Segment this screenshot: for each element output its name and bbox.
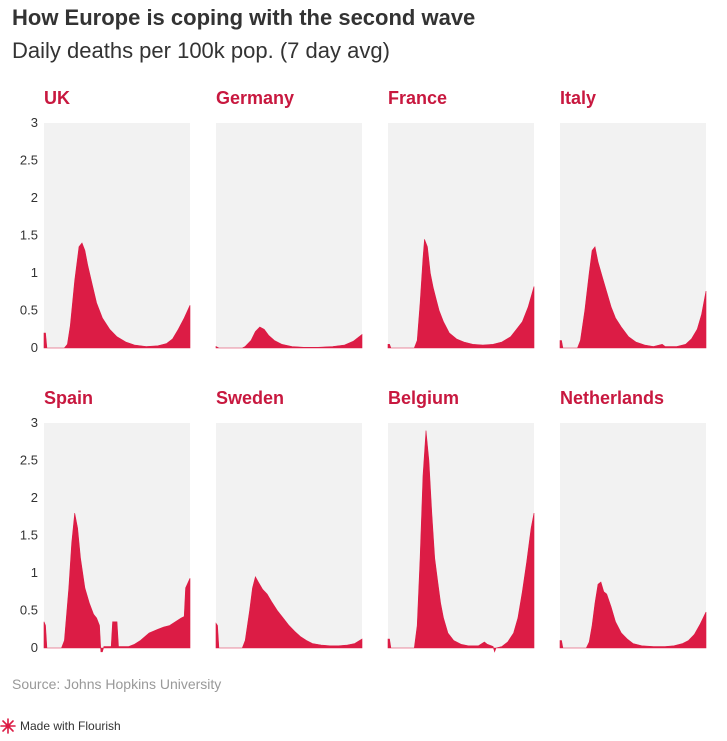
series-area bbox=[559, 581, 707, 649]
y-tick-label: 0 bbox=[31, 640, 38, 655]
y-tick-label: 2.5 bbox=[20, 453, 38, 468]
y-tick-label: 1 bbox=[31, 565, 38, 580]
y-tick-label: 2.5 bbox=[20, 153, 38, 168]
panel-background bbox=[216, 423, 362, 648]
panel-background bbox=[388, 423, 534, 648]
chart-subtitle: Daily deaths per 100k pop. (7 day avg) bbox=[12, 38, 390, 63]
country-label: Sweden bbox=[216, 388, 284, 408]
country-label: Belgium bbox=[388, 388, 459, 408]
y-tick-label: 0.5 bbox=[20, 603, 38, 618]
panel-background bbox=[44, 423, 190, 648]
series-area bbox=[43, 512, 191, 653]
y-tick-label: 2 bbox=[31, 190, 38, 205]
series-area bbox=[215, 326, 363, 349]
series-area bbox=[559, 246, 707, 349]
series-area bbox=[387, 239, 535, 349]
panel-background bbox=[44, 123, 190, 348]
series-area bbox=[43, 242, 191, 349]
flourish-credit[interactable]: Made with Flourish bbox=[0, 718, 121, 734]
y-tick-label: 1.5 bbox=[20, 528, 38, 543]
y-tick-label: 0 bbox=[31, 340, 38, 355]
panel-background bbox=[560, 123, 706, 348]
series-area bbox=[215, 575, 363, 649]
panel-background bbox=[388, 123, 534, 348]
source-note: Source: Johns Hopkins University bbox=[12, 676, 222, 692]
credit-text: Made with Flourish bbox=[20, 719, 121, 733]
country-label: Italy bbox=[560, 88, 596, 108]
y-tick-label: 3 bbox=[31, 115, 38, 130]
country-label: Netherlands bbox=[560, 388, 664, 408]
chart-title: How Europe is coping with the second wav… bbox=[12, 5, 476, 30]
country-label: Spain bbox=[44, 388, 93, 408]
y-tick-label: 2 bbox=[31, 490, 38, 505]
y-tick-label: 3 bbox=[31, 415, 38, 430]
panel-background bbox=[560, 423, 706, 648]
country-label: UK bbox=[44, 88, 70, 108]
flourish-logo-icon bbox=[0, 718, 16, 734]
series-area bbox=[387, 430, 535, 653]
country-label: France bbox=[388, 88, 447, 108]
y-tick-label: 1 bbox=[31, 265, 38, 280]
panel-background bbox=[216, 123, 362, 348]
country-label: Germany bbox=[216, 88, 294, 108]
y-tick-label: 0.5 bbox=[20, 303, 38, 318]
y-tick-label: 1.5 bbox=[20, 228, 38, 243]
